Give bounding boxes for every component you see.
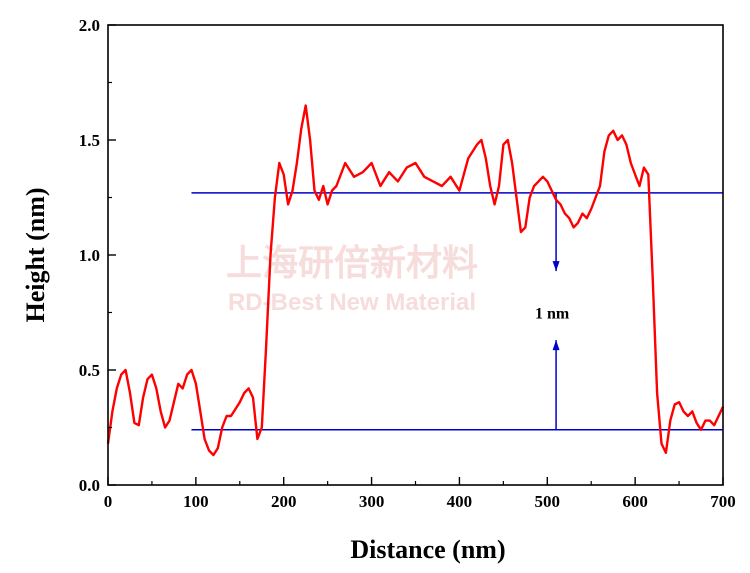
- x-tick-label: 400: [447, 492, 473, 511]
- watermark-english: RD-Best New Material: [228, 289, 476, 316]
- y-tick-label: 1.5: [79, 131, 100, 150]
- reference-lines: [191, 192, 723, 431]
- x-tick-label: 0: [104, 492, 113, 511]
- arrows: [552, 192, 560, 430]
- arrow-head-1: [552, 340, 560, 351]
- y-tick-label: 2.0: [79, 16, 100, 35]
- series-group: [106, 104, 725, 457]
- annotations: 1 nm: [535, 306, 570, 323]
- x-tick-label: 700: [710, 492, 736, 511]
- x-tick-label: 600: [622, 492, 648, 511]
- y-axis-title: Height (nm): [21, 187, 50, 322]
- y-tick-label: 0.0: [79, 476, 100, 495]
- y-axis-ticks: 0.0 0.5 1.0 1.5 2.0: [79, 16, 116, 495]
- y-tick-label: 1.0: [79, 246, 100, 265]
- y-tick-label: 0.5: [79, 361, 100, 380]
- x-axis-ticks: 0 100 200 300 400 500 600 700: [104, 477, 736, 511]
- arrow-head-0: [552, 261, 560, 272]
- series-line-0: [106, 104, 725, 457]
- x-axis-title: Distance (nm): [350, 535, 505, 564]
- watermark-chinese: 上海研倍新材料: [226, 243, 478, 284]
- x-tick-label: 300: [359, 492, 385, 511]
- x-tick-label: 100: [183, 492, 209, 511]
- x-tick-label: 200: [271, 492, 297, 511]
- annotation-0: 1 nm: [535, 306, 570, 323]
- x-tick-label: 500: [535, 492, 561, 511]
- watermark: 上海研倍新材料 RD-Best New Material: [226, 243, 478, 316]
